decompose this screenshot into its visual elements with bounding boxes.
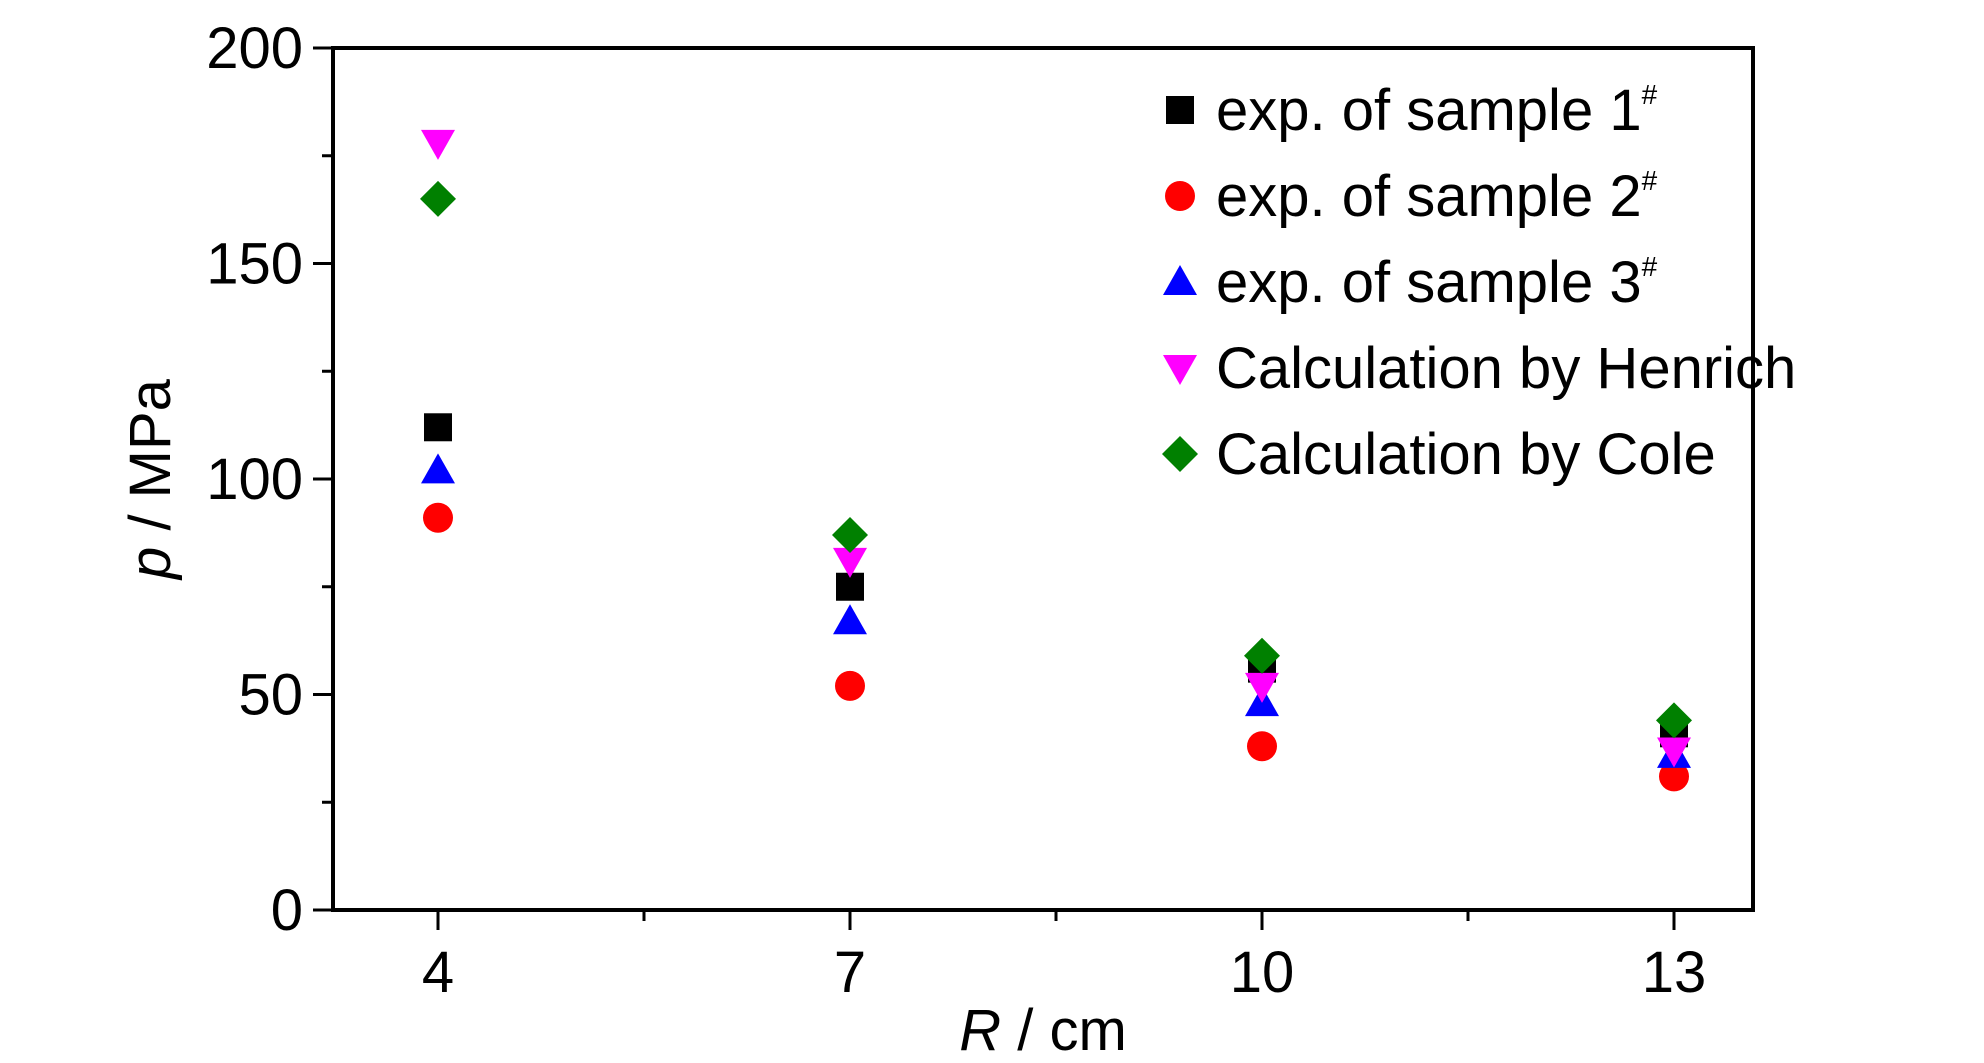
legend-entry-label: exp. of sample 2# xyxy=(1216,164,1658,229)
data-point-diamond xyxy=(1656,702,1692,739)
x-tick-label: 10 xyxy=(1230,940,1295,1005)
x-tick-label: 4 xyxy=(422,940,454,1005)
data-point-circle xyxy=(1247,731,1277,762)
y-axis-unit: / MPa xyxy=(118,378,183,546)
data-point-circle xyxy=(835,670,865,701)
data-point-triangle-up xyxy=(833,604,867,635)
legend: exp. of sample 1# exp. of sample 2# exp. o… xyxy=(1162,78,1796,487)
data-point-triangle-down xyxy=(1657,737,1691,768)
data-point-diamond xyxy=(420,180,456,217)
data-point-diamond xyxy=(1244,637,1280,674)
data-point-diamond xyxy=(832,517,868,554)
legend-marker-diamond xyxy=(1162,436,1198,472)
legend-superscript: # xyxy=(1642,79,1658,110)
legend-marker-square xyxy=(1166,96,1194,124)
y-tick-label: 150 xyxy=(206,232,303,297)
data-point-triangle-down xyxy=(421,129,455,160)
y-axis-label: p / MPa xyxy=(118,378,183,581)
x-axis-variable: R xyxy=(959,998,1001,1063)
data-point-square xyxy=(424,413,452,442)
y-tick-label: 200 xyxy=(206,16,303,81)
data-markers xyxy=(420,129,1692,792)
legend-entry-label: exp. of sample 1# xyxy=(1216,78,1658,143)
data-point-circle xyxy=(1659,761,1689,792)
x-tick-label: 13 xyxy=(1642,940,1707,1005)
y-tick-label: 0 xyxy=(271,878,303,943)
legend-marker-circle xyxy=(1165,181,1195,211)
legend-entry-label: exp. of sample 3# xyxy=(1216,250,1658,315)
legend-marker-triangle-down xyxy=(1163,355,1197,385)
x-tick-label: 7 xyxy=(834,940,866,1005)
legend-marker-triangle-up xyxy=(1163,265,1197,295)
x-axis-ticks: 4 7 10 13 xyxy=(422,910,1706,1005)
data-point-triangle-up xyxy=(421,453,455,484)
x-axis-unit: / cm xyxy=(1001,998,1127,1063)
x-axis-label: R / cm xyxy=(959,998,1127,1063)
legend-superscript: # xyxy=(1642,165,1658,196)
y-axis-variable: p xyxy=(118,547,183,581)
y-tick-label: 100 xyxy=(206,447,303,512)
data-point-triangle-down xyxy=(1245,672,1279,703)
data-point-triangle-down xyxy=(833,547,867,578)
y-tick-label: 50 xyxy=(238,663,303,728)
legend-superscript: # xyxy=(1642,251,1658,282)
legend-entry-label: Calculation by Cole xyxy=(1216,422,1716,487)
y-axis-ticks: 0 50 100 150 200 xyxy=(206,16,333,943)
legend-entry-label: Calculation by Henrich xyxy=(1216,336,1796,401)
data-point-circle xyxy=(423,502,453,533)
